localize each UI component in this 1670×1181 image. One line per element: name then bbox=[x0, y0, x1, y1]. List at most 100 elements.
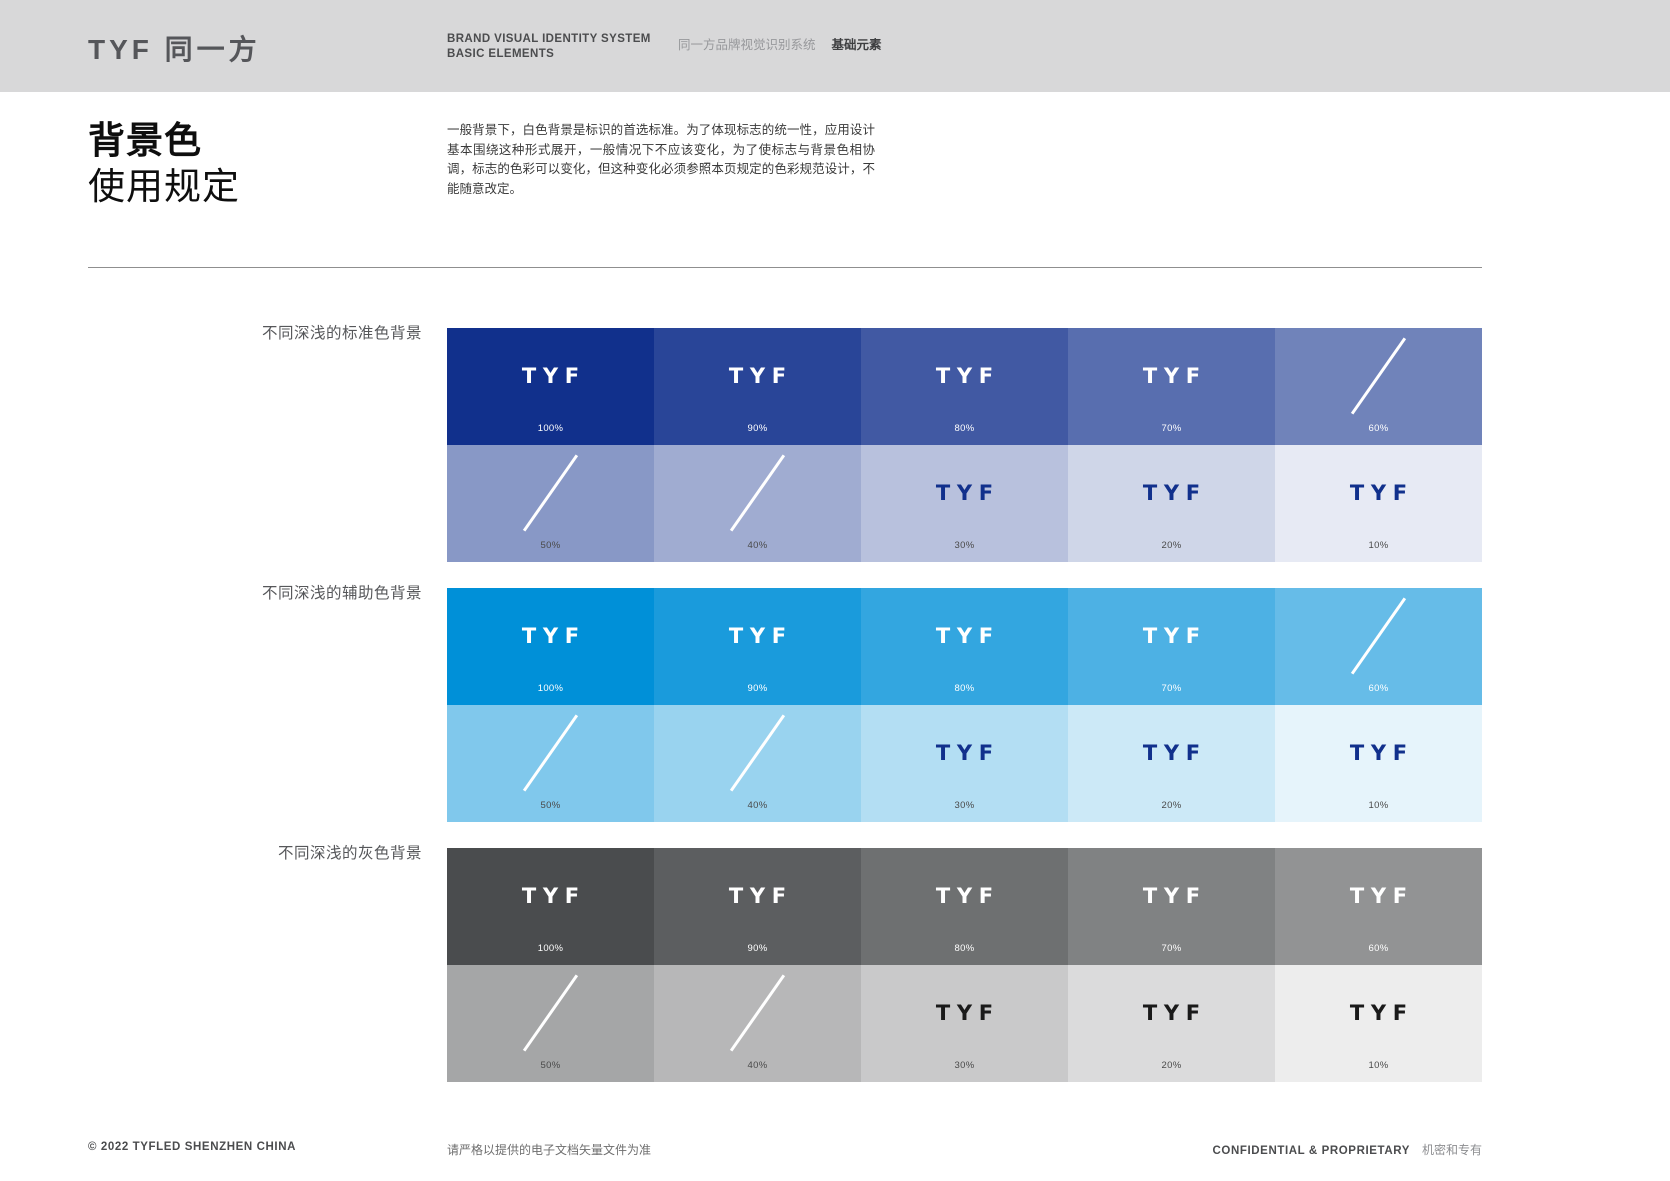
color-swatch-gray-color-10%: TYF 10% bbox=[1275, 965, 1482, 1082]
color-swatch-auxiliary-color-40%: 40% bbox=[654, 705, 861, 822]
color-swatch-standard-color-90%: TYF 90% bbox=[654, 328, 861, 445]
swatch-content: TYF bbox=[1275, 705, 1482, 800]
tyf-logo-mark: TYF bbox=[1349, 883, 1414, 908]
header-title-line1: BRAND VISUAL IDENTITY SYSTEM bbox=[447, 33, 651, 45]
tint-percent-label: 100% bbox=[537, 423, 564, 434]
swatch-content: TYF bbox=[861, 965, 1068, 1060]
color-swatch-gray-color-100%: TYF 100% bbox=[447, 848, 654, 965]
page-title: 背景色 使用规定 bbox=[88, 118, 240, 210]
swatch-content: TYF bbox=[1068, 588, 1275, 683]
tint-percent-label: 90% bbox=[747, 683, 768, 694]
tint-percent-label: 50% bbox=[540, 1060, 561, 1071]
color-swatch-auxiliary-color-30%: TYF 30% bbox=[861, 705, 1068, 822]
tint-percent-label: 80% bbox=[954, 683, 975, 694]
tyf-logo-mark: TYF bbox=[1349, 1000, 1414, 1025]
not-allowed-slash-icon bbox=[1350, 336, 1407, 415]
color-swatch-gray-color-70%: TYF 70% bbox=[1068, 848, 1275, 965]
color-swatch-standard-color-80%: TYF 80% bbox=[861, 328, 1068, 445]
tyf-logo-mark: TYF bbox=[1142, 623, 1207, 648]
section-label-auxiliary-color: 不同深浅的辅助色背景 bbox=[261, 585, 422, 602]
swatch-content bbox=[1275, 328, 1482, 423]
color-swatch-auxiliary-color-90%: TYF 90% bbox=[654, 588, 861, 705]
tyf-logo-mark: TYF bbox=[728, 883, 793, 908]
swatch-content bbox=[447, 965, 654, 1060]
tint-grid-gray-color: TYF 100% TYF 90% TYF 80% TYF 70% TYF 60% 50% 40% TYF… bbox=[447, 848, 1482, 1082]
tint-section-gray-color: 不同深浅的灰色背景 TYF 100% TYF 90% TYF 80% TYF 70% TYF 60%… bbox=[0, 845, 1670, 1082]
color-swatch-standard-color-60%: 60% bbox=[1275, 328, 1482, 445]
color-swatch-gray-color-50%: 50% bbox=[447, 965, 654, 1082]
swatch-content: TYF bbox=[447, 328, 654, 423]
tyf-logo-mark: TYF bbox=[1142, 363, 1207, 388]
not-allowed-slash-icon bbox=[729, 453, 786, 532]
header-subtitle-cn: 同一方品牌视觉识别系统 bbox=[678, 38, 816, 52]
tint-percent-label: 20% bbox=[1161, 800, 1182, 811]
header-bar: TYF 同一方 BRAND VISUAL IDENTITY SYSTEM BAS… bbox=[0, 0, 1670, 92]
color-swatch-auxiliary-color-80%: TYF 80% bbox=[861, 588, 1068, 705]
swatch-content bbox=[447, 445, 654, 540]
tyf-logo-mark: TYF bbox=[935, 1000, 1000, 1025]
tint-percent-label: 10% bbox=[1368, 1060, 1389, 1071]
tyf-logo-mark: TYF bbox=[1349, 480, 1414, 505]
tyf-logo-mark: TYF bbox=[1142, 480, 1207, 505]
tint-grid-auxiliary-color: TYF 100% TYF 90% TYF 80% TYF 70% 60% 50% 40% TYF 30%… bbox=[447, 588, 1482, 822]
tint-percent-label: 40% bbox=[747, 540, 768, 551]
not-allowed-slash-icon bbox=[729, 713, 786, 792]
page-title-line1: 背景色 bbox=[88, 120, 202, 161]
tint-percent-label: 100% bbox=[537, 943, 564, 954]
tint-percent-label: 30% bbox=[954, 540, 975, 551]
tyf-logo-mark: TYF bbox=[935, 363, 1000, 388]
header-title-line2: BASIC ELEMENTS bbox=[447, 47, 555, 60]
swatch-content bbox=[654, 965, 861, 1060]
swatch-content: TYF bbox=[447, 848, 654, 943]
color-swatch-auxiliary-color-50%: 50% bbox=[447, 705, 654, 822]
tint-percent-label: 90% bbox=[747, 423, 768, 434]
swatch-content: TYF bbox=[1068, 328, 1275, 423]
color-swatch-gray-color-90%: TYF 90% bbox=[654, 848, 861, 965]
color-swatch-gray-color-20%: TYF 20% bbox=[1068, 965, 1275, 1082]
section-label-gray-color: 不同深浅的灰色背景 bbox=[277, 845, 422, 862]
tyf-logo-mark: TYF bbox=[1142, 1000, 1207, 1025]
tyf-logo-mark: TYF bbox=[935, 480, 1000, 505]
tint-percent-label: 20% bbox=[1161, 540, 1182, 551]
tint-percent-label: 40% bbox=[747, 800, 768, 811]
footer-bar: © 2022 TYFLED SHENZHEN CHINA 请严格以提供的电子文档… bbox=[0, 1141, 1670, 1161]
swatch-content: TYF bbox=[447, 588, 654, 683]
swatch-content: TYF bbox=[1068, 445, 1275, 540]
header-subtitle-highlight: 基础元素 bbox=[831, 38, 882, 52]
divider-line bbox=[88, 267, 1482, 268]
color-swatch-gray-color-80%: TYF 80% bbox=[861, 848, 1068, 965]
footer-confidential: CONFIDENTIAL & PROPRIETARY 机密和专有 bbox=[1213, 1141, 1483, 1159]
tyf-logo-mark: TYF bbox=[1142, 740, 1207, 765]
color-swatch-standard-color-50%: 50% bbox=[447, 445, 654, 562]
tint-percent-label: 50% bbox=[540, 540, 561, 551]
tyf-logo-mark: TYF bbox=[935, 883, 1000, 908]
section-label-standard-color: 不同深浅的标准色背景 bbox=[261, 325, 422, 342]
tyf-logo-mark: TYF bbox=[1349, 740, 1414, 765]
color-swatch-gray-color-30%: TYF 30% bbox=[861, 965, 1068, 1082]
tint-percent-label: 80% bbox=[954, 943, 975, 954]
color-swatch-standard-color-30%: TYF 30% bbox=[861, 445, 1068, 562]
not-allowed-slash-icon bbox=[1350, 596, 1407, 675]
color-swatch-standard-color-20%: TYF 20% bbox=[1068, 445, 1275, 562]
tint-percent-label: 10% bbox=[1368, 800, 1389, 811]
footer-note: 请严格以提供的电子文档矢量文件为准 bbox=[447, 1143, 652, 1157]
swatch-content: TYF bbox=[1275, 445, 1482, 540]
tint-percent-label: 70% bbox=[1161, 423, 1182, 434]
tint-percent-label: 70% bbox=[1161, 683, 1182, 694]
tint-percent-label: 70% bbox=[1161, 943, 1182, 954]
tint-percent-label: 60% bbox=[1368, 683, 1389, 694]
tyf-logo-mark: TYF bbox=[728, 363, 793, 388]
not-allowed-slash-icon bbox=[522, 453, 579, 532]
swatch-content: TYF bbox=[861, 588, 1068, 683]
tyf-logo-mark: TYF bbox=[521, 363, 586, 388]
page-description: 一般背景下，白色背景是标识的首选标准。为了体现标志的统一性，应用设计基本围绕这种… bbox=[447, 123, 875, 196]
color-swatch-standard-color-10%: TYF 10% bbox=[1275, 445, 1482, 562]
swatch-content: TYF bbox=[1275, 848, 1482, 943]
swatch-content bbox=[447, 705, 654, 800]
tint-percent-label: 20% bbox=[1161, 1060, 1182, 1071]
swatch-content bbox=[654, 445, 861, 540]
swatch-content bbox=[1275, 588, 1482, 683]
color-swatch-gray-color-60%: TYF 60% bbox=[1275, 848, 1482, 965]
color-swatch-auxiliary-color-20%: TYF 20% bbox=[1068, 705, 1275, 822]
tint-percent-label: 50% bbox=[540, 800, 561, 811]
